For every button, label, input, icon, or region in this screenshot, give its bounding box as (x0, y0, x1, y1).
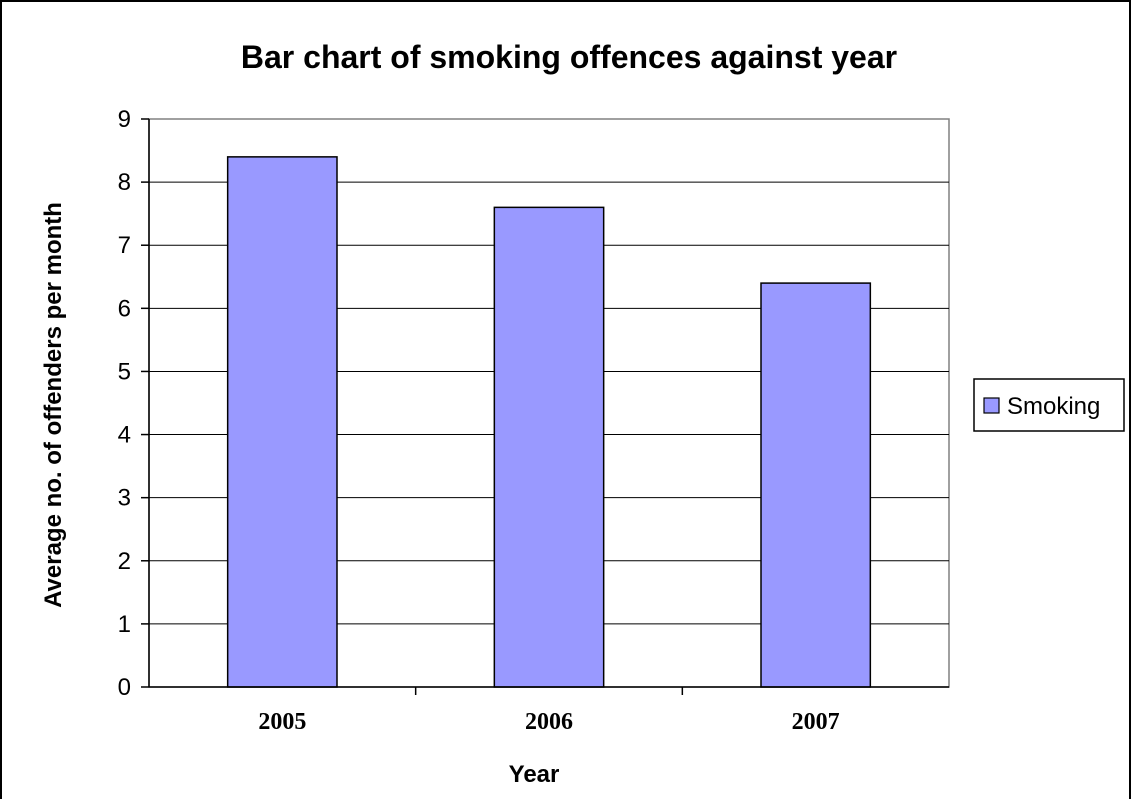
bar-2007 (760, 282, 872, 688)
bar-2006 (493, 206, 605, 688)
x-tick-label-2005: 2005 (258, 709, 306, 735)
x-tick-label-2007: 2007 (792, 709, 840, 735)
y-tick-label: 2 (118, 548, 131, 575)
y-tick-label: 3 (118, 485, 131, 512)
x-tick-labels: 2005 2006 2007 (258, 709, 839, 735)
y-tick-label: 8 (118, 169, 131, 196)
legend: Smoking (973, 378, 1125, 432)
chart-title: Bar chart of smoking offences against ye… (241, 39, 897, 75)
y-tick-label: 9 (118, 106, 131, 133)
axes (141, 118, 949, 695)
x-tick-label-2006: 2006 (525, 709, 573, 735)
legend-label-smoking: Smoking (1007, 393, 1100, 420)
y-tick-label: 7 (118, 232, 131, 259)
y-tick-label: 6 (118, 295, 131, 322)
y-tick-label: 5 (118, 358, 131, 385)
bars (226, 156, 872, 688)
y-tick-label: 4 (118, 422, 131, 449)
x-axis-label: Year (509, 761, 560, 788)
y-tick-label: 0 (118, 674, 131, 701)
y-tick-label: 1 (118, 611, 131, 638)
y-axis-label: Average no. of offenders per month (40, 202, 67, 608)
y-tick-labels: 0 1 2 3 4 5 6 7 8 9 (118, 106, 131, 701)
legend-swatch-smoking (983, 397, 1000, 414)
bar-2005 (226, 156, 338, 688)
